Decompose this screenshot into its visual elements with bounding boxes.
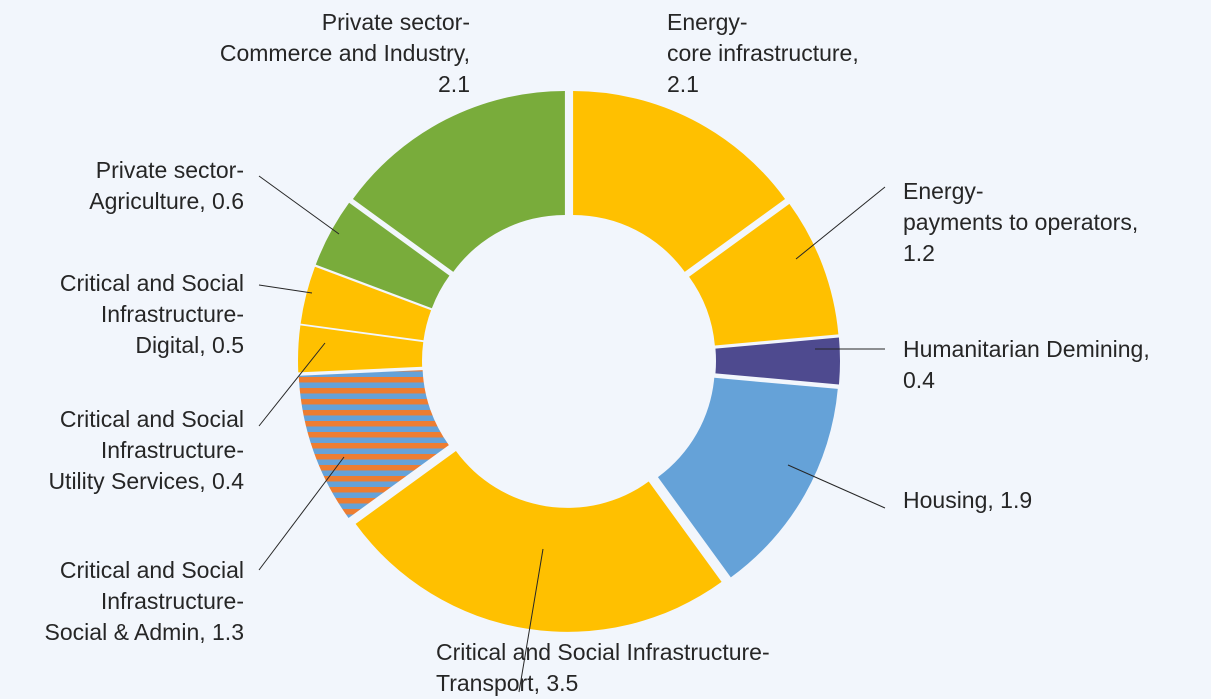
slice-energy-payments-to-operators [689, 203, 839, 346]
leader-line-transport [518, 548, 544, 693]
slice-transport [355, 451, 722, 632]
slice-label-agriculture: Private sector-Agriculture, 0.6 [89, 157, 244, 214]
slices-group [298, 90, 840, 632]
slice-commerce-industry [352, 90, 565, 272]
slice-digital [300, 266, 432, 341]
leader-line-housing [787, 464, 886, 509]
slice-energy-core-infrastructure [573, 90, 786, 272]
leader-line-energy-payments-to-operators [795, 186, 886, 260]
slice-social-admin [298, 370, 449, 518]
slice-humanitarian-demining [715, 337, 840, 385]
slice-label-commerce-industry: Private sector-Commerce and Industry, 2.1 [220, 9, 470, 97]
slice-label-digital: Critical and Social Infrastructure-Digita… [60, 270, 244, 358]
slice-housing [657, 377, 838, 578]
slice-utility-services [298, 325, 424, 373]
leader-line-utility-services [258, 342, 326, 427]
leader-line-social-admin [258, 456, 345, 571]
leader-line-agriculture [258, 175, 340, 235]
slice-label-utility-services: Critical and Social Infrastructure-Utilit… [48, 406, 244, 494]
slice-label-energy-core-infrastructure: Energy-core infrastructure, 2.1 [667, 9, 859, 97]
slice-label-energy-payments-to-operators: Energy-payments to operators, 1.2 [903, 178, 1138, 266]
slice-label-housing: Housing, 1.9 [903, 487, 1032, 513]
slice-label-humanitarian-demining: Humanitarian Demining, 0.4 [903, 336, 1150, 393]
leader-line-digital [258, 284, 313, 294]
slice-agriculture [315, 202, 450, 309]
slice-label-social-admin: Critical and Social Infrastructure-Social… [45, 557, 244, 645]
slice-label-transport: Critical and Social Infrastructure-Trans… [436, 639, 770, 696]
leader-lines-group [258, 175, 886, 693]
labels-group: Energy-core infrastructure, 2.1 Energy-pay… [45, 9, 1150, 696]
